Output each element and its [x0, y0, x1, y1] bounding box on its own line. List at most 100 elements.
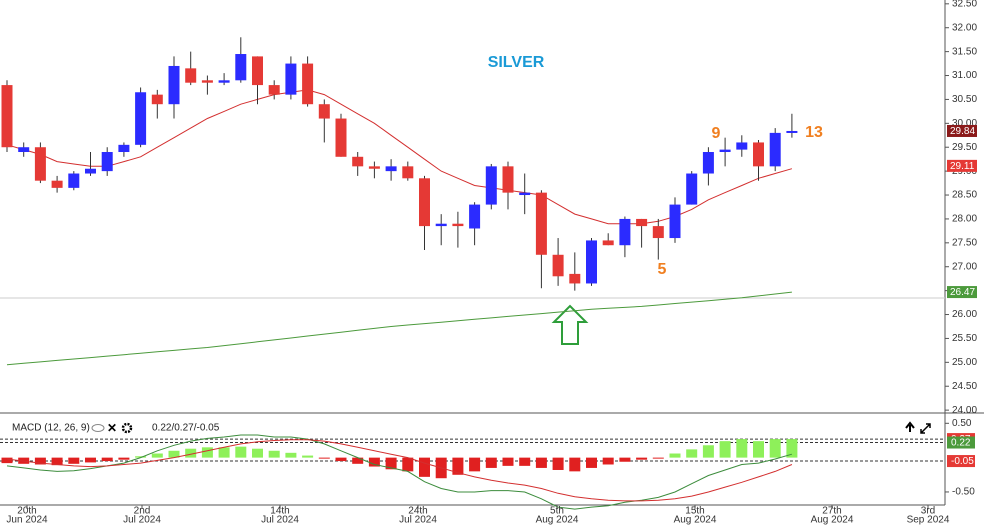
candle-body — [769, 132, 781, 167]
histogram-bar — [569, 457, 581, 472]
histogram-bar — [168, 450, 180, 458]
y-tick-label: -0.50 — [952, 487, 975, 498]
candle-body — [302, 63, 314, 105]
histogram-bar — [669, 453, 681, 458]
candle-body — [652, 226, 664, 239]
candle-body — [535, 192, 547, 255]
candle-body — [435, 223, 447, 227]
histogram-bar — [586, 457, 597, 468]
x-tick-label: Sep 2024 — [907, 515, 950, 525]
histogram-bar — [368, 457, 380, 467]
y-tick-label: 24.00 — [952, 405, 977, 416]
annotation: 13 — [805, 124, 823, 141]
histogram-bar — [385, 457, 397, 470]
candle-body — [51, 180, 63, 188]
y-tick-label: 25.50 — [952, 333, 977, 344]
candle-body — [786, 130, 798, 133]
candle-body — [118, 144, 130, 153]
candle-body — [168, 65, 180, 105]
candle-body — [1, 85, 13, 148]
candle-body — [569, 273, 581, 284]
histogram-bar — [736, 439, 748, 458]
histogram-bar — [218, 447, 230, 458]
price-badge-label: 26.47 — [950, 287, 975, 298]
histogram-bar — [485, 457, 497, 468]
arrow-icon — [551, 304, 589, 345]
candle-body — [586, 240, 597, 284]
y-tick-label: 29.50 — [952, 142, 977, 153]
histogram-bar — [686, 449, 698, 458]
price-badge-label: 29.84 — [950, 126, 975, 137]
candle-body — [318, 104, 330, 119]
candle-body — [619, 218, 631, 246]
histogram-bar — [235, 446, 247, 458]
price-badge — [947, 286, 977, 299]
macd-icons: ✕ — [91, 421, 931, 435]
x-tick-label: Jul 2024 — [261, 515, 299, 525]
macd-line — [6, 434, 793, 510]
x-tick-label: 24th — [408, 506, 427, 517]
y-tick-label: 27.50 — [952, 237, 977, 248]
candle-body — [469, 204, 481, 229]
x-tick-label: 20th — [17, 506, 36, 517]
histogram-bar — [318, 457, 330, 459]
histogram-bar — [702, 445, 714, 458]
histogram-bar — [118, 457, 130, 460]
annotation: 5 — [658, 261, 667, 278]
histogram-bar — [602, 457, 614, 465]
price-badge-label: 29.11 — [950, 161, 975, 172]
value-badge — [947, 436, 975, 449]
annotation: 9 — [712, 125, 721, 142]
macd-readout: 0.22/0.27/-0.05 — [152, 423, 220, 434]
value-badge — [947, 455, 975, 468]
candle-body — [753, 142, 764, 167]
candle-body — [719, 149, 731, 153]
candle-body — [185, 68, 197, 83]
y-tick-label: 27.00 — [952, 261, 977, 272]
histogram-bar — [352, 457, 364, 464]
candle-body — [736, 142, 748, 150]
y-tick-label: 28.00 — [952, 214, 977, 225]
histogram-bar — [535, 457, 547, 468]
x-tick-label: 5th — [550, 506, 564, 517]
value-badge-label: 0.22 — [951, 438, 971, 449]
histogram-bar — [335, 457, 347, 462]
close-icon[interactable]: ✕ — [107, 421, 117, 435]
x-tick-label: 3rd — [921, 506, 935, 517]
y-tick-label: 32.00 — [952, 22, 977, 33]
candle-body — [68, 173, 80, 188]
histogram-bar — [285, 452, 297, 458]
macd-title: MACD (12, 26, 9) — [12, 423, 90, 434]
candle-body — [151, 94, 163, 105]
moving-average — [6, 89, 793, 225]
candle-body — [235, 54, 247, 81]
histogram-bar — [101, 457, 113, 462]
macd-line — [6, 439, 793, 502]
price-badge — [947, 159, 977, 172]
histogram-bar — [719, 441, 731, 458]
expand-icon[interactable] — [920, 423, 931, 434]
candle-body — [419, 178, 430, 227]
move-up-icon[interactable] — [905, 421, 915, 432]
y-tick-label: 26.00 — [952, 309, 977, 320]
eye-icon[interactable] — [91, 424, 105, 432]
candle-body — [101, 152, 113, 172]
histogram-bar — [452, 457, 464, 475]
candle-body — [402, 166, 414, 179]
y-tick-label: 28.50 — [952, 190, 977, 201]
histogram-bar — [652, 457, 664, 459]
candle-body — [34, 147, 46, 181]
candle-body — [485, 166, 497, 205]
value-badge-label: -0.05 — [951, 456, 974, 467]
histogram-bar — [135, 456, 147, 458]
price-badge — [947, 124, 977, 137]
histogram-bar — [85, 457, 96, 463]
x-tick-label: 14th — [270, 506, 289, 517]
settings-icon[interactable] — [121, 422, 133, 434]
candle-body — [452, 223, 464, 227]
candle-body — [669, 204, 681, 239]
x-tick-label: Aug 2024 — [674, 515, 717, 525]
candle-body — [636, 218, 648, 227]
histogram-bar — [502, 457, 514, 466]
